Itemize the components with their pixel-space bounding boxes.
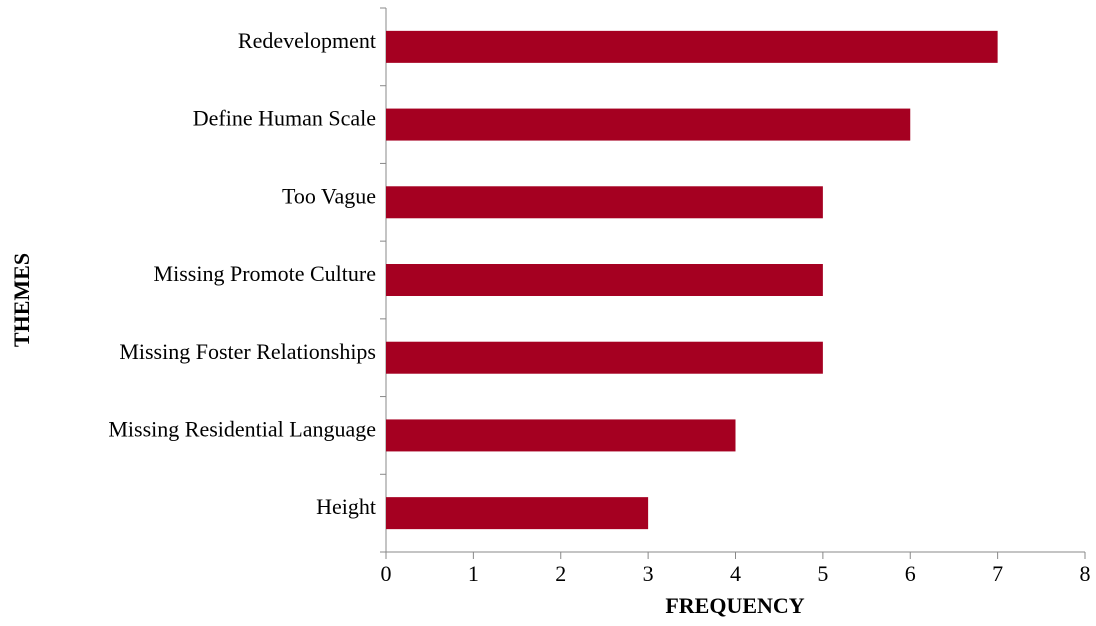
x-tick-label: 6 [905,561,916,586]
x-tick-label: 2 [555,561,566,586]
y-tick-label: Height [316,494,376,519]
bar [386,341,823,374]
y-tick-label: Redevelopment [238,28,376,53]
x-tick-label: 1 [468,561,479,586]
x-axis-title: FREQUENCY [665,593,804,618]
y-axis-title: THEMES [9,253,34,347]
y-tick-label: Define Human Scale [193,106,376,131]
x-tick-label: 7 [992,561,1003,586]
y-tick-label: Missing Promote Culture [154,261,376,286]
y-tick-label: Missing Foster Relationships [119,339,376,364]
x-tick-label: 8 [1080,561,1091,586]
bar [386,419,736,452]
y-tick-label: Too Vague [282,183,376,208]
bar [386,497,649,530]
bar [386,264,823,296]
y-tick-label: Missing Residential Language [108,416,376,441]
bar [386,108,911,141]
bar [386,30,998,63]
x-tick-label: 4 [730,561,741,586]
bar [386,186,823,219]
x-tick-label: 3 [643,561,654,586]
x-tick-label: 5 [817,561,828,586]
x-tick-label: 0 [381,561,392,586]
